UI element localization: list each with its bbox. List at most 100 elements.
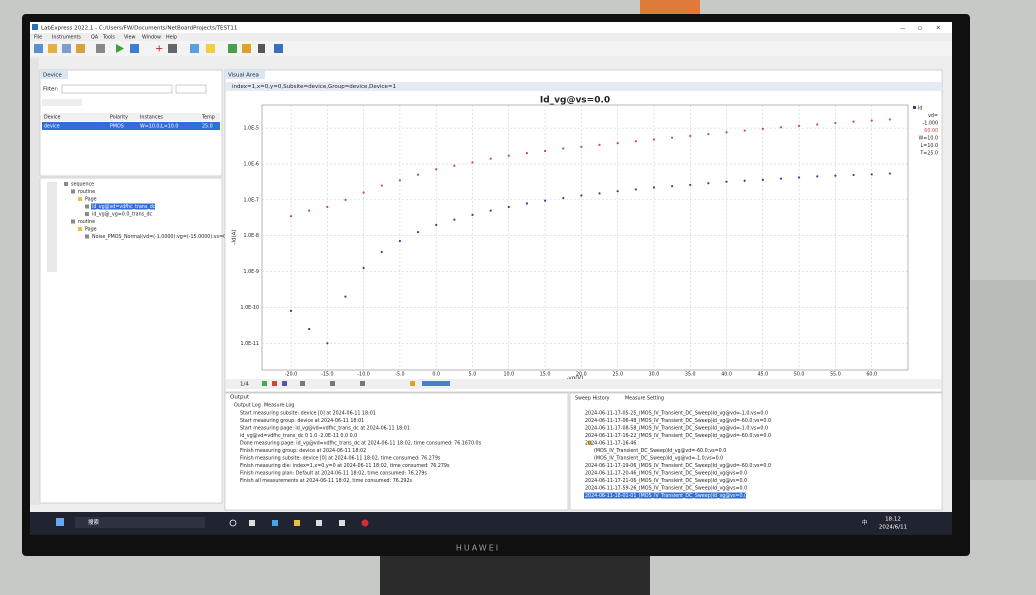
tool-icon[interactable]	[206, 44, 215, 53]
sweep-entry[interactable]: 2024-06-11-17-16-46	[585, 441, 636, 447]
legend-entry: Id	[918, 106, 922, 112]
sweep-entry[interactable]: (MOS_IV_Transient_DC_Sweep)Id_vg@vd=-1.0…	[594, 456, 723, 462]
menu-item[interactable]: Instruments	[52, 35, 81, 41]
sweep-tab[interactable]: Measure Setting	[625, 396, 664, 402]
data-point	[435, 223, 438, 226]
clock-time[interactable]: 18:12	[885, 517, 901, 523]
app-icon[interactable]	[361, 519, 369, 527]
tree-node[interactable]: id_vg@vd=vdfhc_trans_dc	[92, 204, 156, 210]
tool-icon[interactable]	[34, 44, 43, 53]
data-point	[580, 194, 583, 197]
tree-node[interactable]: id_vg@_vg=0.0_trans_dc	[92, 212, 153, 218]
tool-icon[interactable]	[62, 44, 71, 53]
device-tab[interactable]: Device	[43, 73, 62, 79]
visual-area-tab[interactable]: Visual Area	[228, 73, 259, 79]
menu-item[interactable]: Tools	[102, 35, 115, 41]
tool-icon[interactable]	[48, 44, 57, 53]
tab[interactable]	[40, 70, 68, 79]
data-point	[816, 175, 819, 178]
tool-icon[interactable]	[258, 44, 265, 53]
tool-icon[interactable]	[274, 44, 283, 53]
selected-entry[interactable]	[584, 492, 746, 499]
output-subtab[interactable]: Output Log	[234, 403, 261, 409]
column-header: Instances	[140, 115, 163, 121]
column-header: Device	[44, 115, 60, 121]
sweep-entry[interactable]: 2024-06-11-17-20-46_(MOS_IV_Transient_DC…	[585, 471, 747, 477]
tool-icon[interactable]: +	[155, 44, 163, 55]
selected-row[interactable]	[42, 122, 220, 130]
close-button[interactable]: ✕	[936, 26, 941, 32]
maximize-button[interactable]: ▫	[918, 26, 922, 32]
tool-icon[interactable]	[282, 381, 287, 386]
sweep-entry[interactable]: 2024-06-11-17-05-25_(MOS_IV_Transient_DC…	[585, 411, 768, 417]
tool-icon[interactable]	[300, 381, 305, 386]
y-tick-label: 1.0E-11	[241, 341, 260, 347]
tool-icon[interactable]	[272, 381, 277, 386]
clock-date[interactable]: 2024/6/11	[879, 525, 907, 531]
menu-item[interactable]: Window	[142, 35, 161, 41]
tool-icon[interactable]	[190, 44, 199, 53]
data-point	[779, 126, 783, 129]
table-cell[interactable]: W=10.0;L=10.0	[140, 124, 178, 130]
info-text: index=1,x=0,y=0,Subsite=device,Group=dev…	[232, 84, 396, 90]
search-text[interactable]: 搜索	[88, 518, 100, 526]
tree-node[interactable]: routine	[78, 189, 95, 195]
sweep-entry[interactable]: 2024-06-11-17-08-58_(MOS_IV_Transient_DC…	[585, 426, 768, 432]
tree-node[interactable]: routine	[78, 219, 95, 225]
tool-icon[interactable]	[262, 381, 267, 386]
sweep-entry[interactable]: 2024-06-11-17-59-26_(MOS_IV_Transient_DC…	[585, 486, 747, 492]
tool-icon[interactable]	[330, 381, 335, 386]
tree-node[interactable]: sequence	[71, 183, 94, 188]
app-icon[interactable]	[294, 520, 300, 526]
filter-input[interactable]	[61, 84, 173, 94]
app-icon[interactable]	[272, 520, 278, 526]
output-tab[interactable]: Output	[230, 395, 250, 401]
tool-icon[interactable]	[130, 44, 139, 53]
start-button[interactable]	[56, 518, 64, 526]
menu-item[interactable]: QA	[91, 35, 99, 41]
search-box[interactable]	[75, 517, 205, 528]
sweep-tab[interactable]: Sweep History	[575, 396, 610, 402]
run-icon[interactable]	[116, 44, 124, 53]
data-point	[380, 250, 383, 254]
menu-item[interactable]: View	[124, 35, 135, 41]
app-icon[interactable]	[316, 520, 322, 526]
data-point	[707, 182, 710, 185]
legend-entry: L=10.0	[921, 143, 938, 149]
tree-node[interactable]: Noise_PMOS_Normal(vd=(-1.0000):vg=(-15.0…	[92, 234, 242, 240]
data-point	[707, 132, 710, 136]
sweep-entry[interactable]: 2024-06-11-17-16-22_(MOS_IV_Transient_DC…	[585, 433, 771, 439]
tool-icon[interactable]	[96, 44, 105, 53]
tool-icon[interactable]	[76, 44, 85, 53]
sweep-entry[interactable]: 2024-06-11-18-01-01_(MOS_IV_Transient_DC…	[585, 493, 747, 499]
app-icon[interactable]	[229, 519, 237, 527]
tool-icon[interactable]	[360, 381, 365, 386]
tool-icon[interactable]	[228, 44, 237, 53]
selected-node[interactable]	[91, 203, 155, 210]
sweep-entry[interactable]: 2024-06-11-17-06-48_(MOS_IV_Transient_DC…	[585, 418, 771, 424]
tab[interactable]	[225, 70, 265, 79]
log-line: Start measuring group: device at 2024-06…	[240, 418, 364, 424]
data-point	[798, 124, 801, 128]
tool-icon[interactable]	[410, 381, 415, 386]
menu-item[interactable]: Help	[166, 35, 177, 41]
tool-icon[interactable]	[168, 44, 177, 53]
filter-dropdown[interactable]	[175, 84, 207, 94]
sweep-entry[interactable]: 2024-06-11-17-19-06_(MOS_IV_Transient_DC…	[585, 463, 771, 469]
tree-node[interactable]: Page	[85, 197, 97, 203]
sweep-entry[interactable]: (MOS_IV_Transient_DC_Sweep)Id_vg@vd=-60.…	[594, 448, 726, 454]
ime-indicator[interactable]: 中	[862, 519, 868, 527]
table-cell[interactable]: 25.0	[202, 124, 213, 130]
table-cell[interactable]: device	[44, 124, 60, 130]
legend-entry: vd=	[928, 113, 938, 119]
tool-icon[interactable]	[422, 381, 450, 386]
sweep-entry[interactable]: 2024-06-11-17-21-06_(MOS_IV_Transient_DC…	[585, 478, 747, 484]
app-icon[interactable]	[249, 520, 255, 526]
tool-icon[interactable]	[242, 44, 251, 53]
tree-node[interactable]: Page	[85, 227, 97, 233]
menu-item[interactable]: File	[34, 35, 42, 41]
app-icon[interactable]	[339, 520, 345, 526]
table-cell[interactable]: PMOS	[110, 124, 124, 130]
output-subtab[interactable]: Measure Log	[264, 403, 294, 409]
minimize-button[interactable]: —	[900, 26, 906, 32]
